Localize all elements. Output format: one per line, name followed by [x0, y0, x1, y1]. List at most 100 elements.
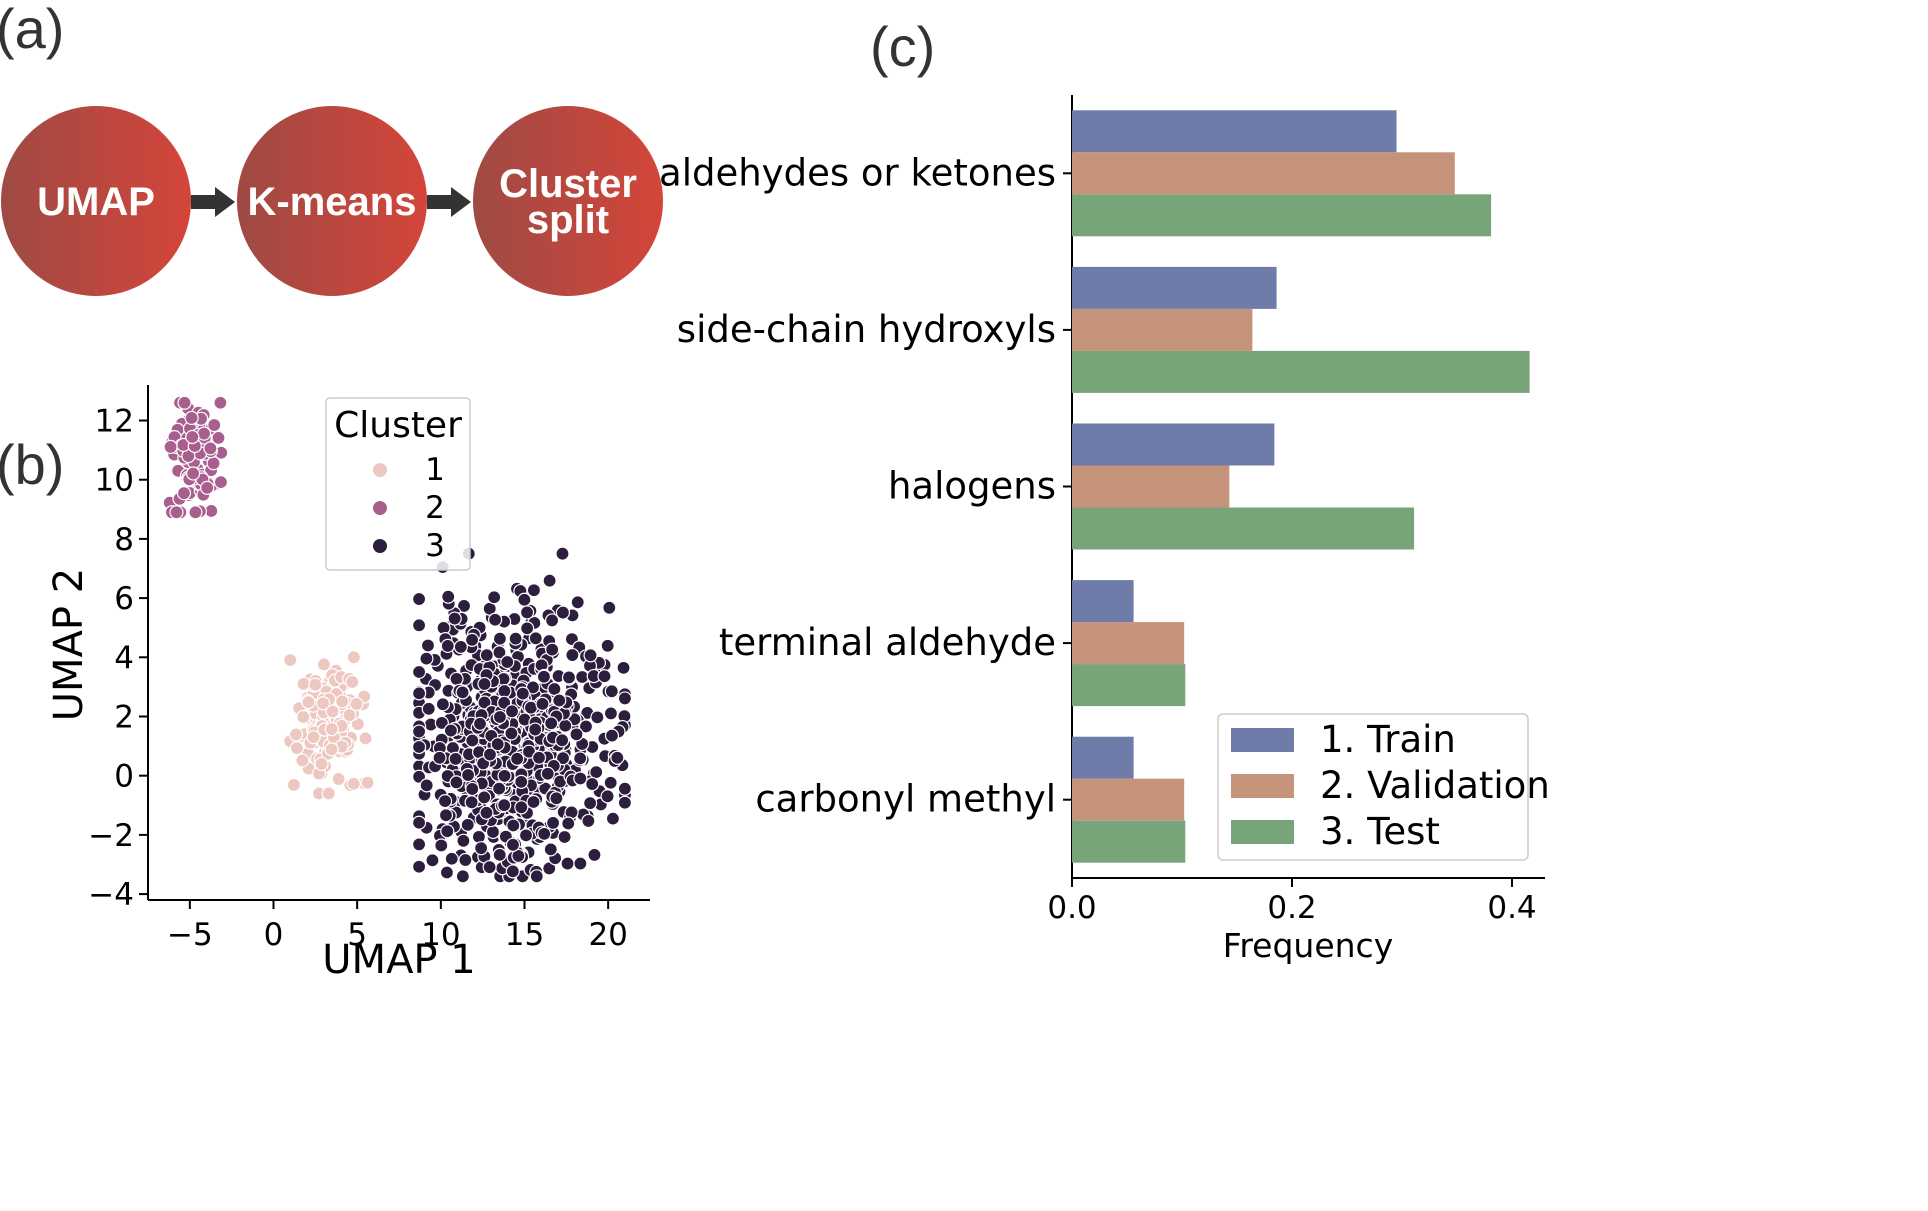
scatter-point: [438, 808, 454, 823]
bar-terminal-aldehyde-2-validation: [1072, 622, 1185, 665]
scatter-point: [211, 430, 226, 446]
scatter-point: [555, 733, 570, 748]
scatter-point: [425, 853, 440, 868]
scatter-point: [604, 728, 620, 743]
scatter-point: [295, 753, 310, 768]
scatter-point: [411, 664, 427, 680]
scatter-point: [603, 775, 618, 790]
scatter-point: [545, 642, 560, 657]
scatter-point: [540, 766, 555, 781]
scatter-x-tick-label: 0: [264, 917, 284, 953]
scatter-point: [308, 677, 323, 692]
scatter-point: [561, 670, 577, 685]
scatter-point: [213, 395, 228, 410]
scatter-point: [514, 774, 529, 789]
scatter-point: [196, 426, 212, 441]
scatter-point: [479, 805, 494, 820]
scatter-point: [296, 709, 311, 725]
scatter-point: [504, 704, 520, 719]
scatter-series-3: [411, 546, 633, 884]
bar-terminal-aldehyde-1-train: [1072, 580, 1134, 623]
scatter-point: [169, 505, 184, 520]
scatter-point: [286, 777, 301, 793]
bar-terminal-aldehyde-3-test: [1072, 664, 1186, 707]
scatter-point: [581, 813, 596, 829]
scatter-point: [525, 680, 541, 695]
scatter-legend: Cluster 123: [325, 397, 471, 571]
scatter-point: [604, 684, 619, 699]
scatter-point: [482, 860, 497, 875]
scatter-point: [573, 856, 588, 871]
bar-category-label: aldehydes or ketones: [659, 151, 1056, 194]
bar-carbonyl-methyl-3-test: [1072, 820, 1186, 863]
bar-carbonyl-methyl-2-validation: [1072, 778, 1185, 821]
scatter-point: [552, 693, 567, 708]
scatter-point: [465, 733, 480, 748]
frequency-bar-chart: aldehydes or ketones side-chain hydroxyls…: [659, 95, 1550, 965]
scatter-point: [449, 775, 464, 790]
scatter-point: [617, 781, 633, 796]
pipeline-arrow-head: [215, 187, 235, 217]
scatter-y-tick-label: −4: [88, 877, 134, 913]
bar-category-label: carbonyl methyl: [755, 778, 1056, 821]
scatter-point: [200, 480, 215, 495]
scatter-point: [316, 657, 332, 672]
scatter-point: [324, 721, 339, 737]
scatter-point: [528, 631, 543, 646]
scatter-point: [555, 751, 571, 766]
bar-legend-label: 1. Train: [1320, 718, 1456, 761]
scatter-series-1: [283, 650, 375, 801]
scatter-point: [515, 686, 530, 701]
scatter-point: [315, 696, 331, 711]
scatter-point: [411, 739, 427, 755]
scatter-point: [472, 716, 488, 731]
scatter-point: [449, 671, 464, 687]
scatter-y-tick-label: 2: [114, 699, 134, 735]
scatter-point: [573, 751, 588, 766]
scatter-point: [518, 828, 534, 843]
scatter-point: [487, 590, 502, 605]
scatter-point: [555, 605, 571, 620]
scatter-point: [358, 731, 373, 746]
scatter-point: [411, 618, 427, 633]
bar-halogens-2-validation: [1072, 465, 1230, 508]
bar-x-tick-label: 0.2: [1267, 890, 1316, 926]
scatter-point: [443, 723, 459, 738]
scatter-point: [482, 747, 498, 762]
bar-legend-swatch: [1231, 774, 1294, 798]
scatter-y-tick-label: 8: [114, 522, 134, 558]
scatter-point: [617, 795, 633, 810]
scatter-point: [456, 833, 471, 848]
panel-label-a: (a): [0, 0, 65, 60]
scatter-point: [560, 856, 575, 871]
scatter-point: [458, 852, 473, 868]
scatter-point: [177, 395, 192, 410]
scatter-point: [163, 439, 178, 455]
scatter-point: [528, 722, 543, 737]
scatter-point: [504, 726, 519, 741]
scatter-point: [526, 794, 541, 810]
scatter-point: [600, 789, 615, 804]
scatter-point: [492, 781, 507, 796]
bar-halogens-1-train: [1072, 423, 1275, 466]
scatter-point: [184, 410, 199, 426]
scatter-point: [492, 631, 508, 646]
scatter-point: [335, 694, 350, 709]
scatter-point: [555, 546, 570, 561]
pipeline-arrow-head: [451, 187, 471, 217]
scatter-point: [520, 621, 535, 636]
scatter-point: [603, 706, 619, 721]
scatter-point: [346, 650, 361, 665]
scatter-point: [578, 719, 594, 734]
scatter-point: [448, 751, 463, 766]
scatter-point: [440, 638, 455, 653]
bar-x-axis-label: Frequency: [1223, 926, 1393, 965]
scatter-point: [419, 778, 434, 793]
bar-category-label: side-chain hydroxyls: [677, 308, 1056, 351]
scatter-point: [477, 790, 492, 805]
scatter-point: [434, 715, 449, 731]
scatter-point: [602, 600, 617, 615]
